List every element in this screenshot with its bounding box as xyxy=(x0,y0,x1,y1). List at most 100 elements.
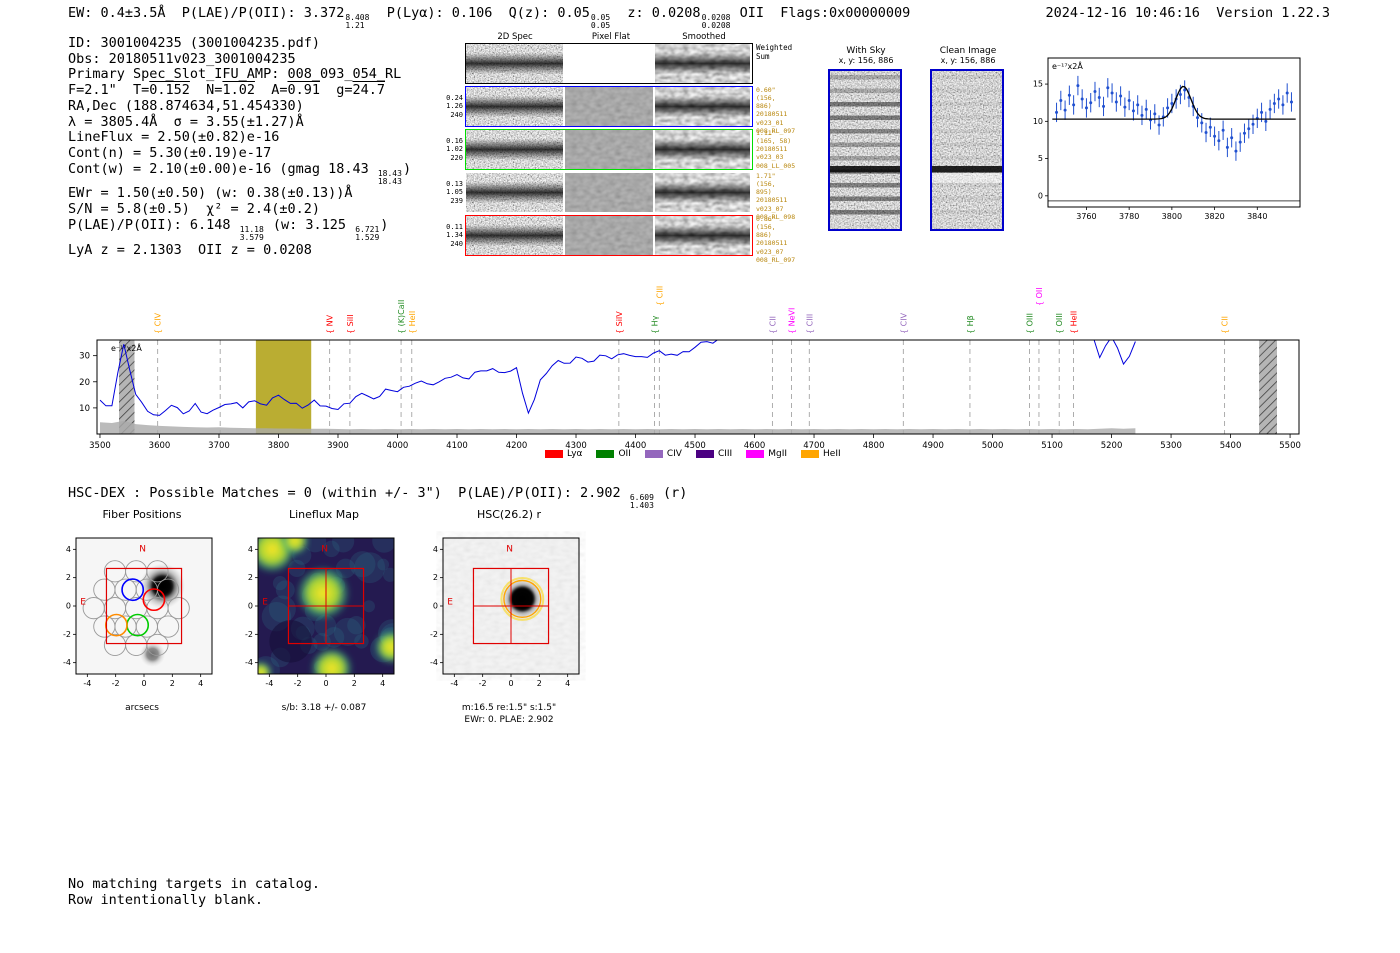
cutout-row-images xyxy=(465,215,753,256)
info-line: Obs: 20180511v023_3001004235 xyxy=(68,50,296,67)
svg-text:5: 5 xyxy=(1038,154,1043,163)
svg-text:2: 2 xyxy=(170,679,175,688)
cutout-row-annotation: 0.86" (156, 886) 20180511 v023_07 008_RL_097 xyxy=(756,215,796,264)
svg-text:2: 2 xyxy=(352,679,357,688)
svg-text:e⁻¹⁷x2Å: e⁻¹⁷x2Å xyxy=(1052,60,1083,71)
hsc-image-plot: N E -4 -4 -2 -2 0 0 2 2 4 4 xyxy=(430,537,580,688)
clean-image-image xyxy=(930,69,1004,231)
hsc-image-caption-1: m:16.5 re:1.5" s:1.5" xyxy=(461,703,557,713)
svg-text:4100: 4100 xyxy=(446,441,468,450)
cutout-grid: 2D Spec Pixel Flat Smoothed Weighted Sum 0… xyxy=(445,30,796,264)
header-stats-line: EW: 0.4±3.5Å P(LAE)/P(OII): 3.372 8.408 1.… xyxy=(68,5,911,31)
clean-image-coords: x, y: 156, 886 xyxy=(940,56,996,65)
legend-label: HeII xyxy=(823,449,841,459)
svg-text:4700: 4700 xyxy=(803,441,825,450)
detection-info-block: ID: 3001004235 (3001004235.pdf) Obs: 2018… xyxy=(68,35,411,258)
lineflux-map-panel: Lineflux Map N E -4 -4 -2 -2 0 0 2 2 4 4 s/b: 3.18 … xyxy=(222,508,408,714)
cutout-row: 0.13 1.05 239 1.71" (156, 895) 20180511 v023_0… xyxy=(445,172,796,221)
legend-label: OII xyxy=(618,449,631,459)
svg-text:4200: 4200 xyxy=(506,441,528,450)
cutout-cell-smooth xyxy=(655,216,750,255)
svg-text:-4: -4 xyxy=(83,679,91,688)
cutout-row-scale-labels: 0.16 1.02 220 xyxy=(446,136,463,162)
svg-text:3800: 3800 xyxy=(268,441,290,450)
svg-text:3500: 3500 xyxy=(89,441,111,450)
sup-sub-stack: 0.0208 0.0208 xyxy=(701,13,731,31)
svg-text:4: 4 xyxy=(66,545,71,554)
cutout-row-scale-labels: 0.11 1.34 240 xyxy=(446,222,463,248)
cutout-cell-flat xyxy=(565,44,653,83)
svg-text:3840: 3840 xyxy=(1247,212,1267,221)
svg-text:0: 0 xyxy=(508,679,513,688)
svg-text:{ (K)CaII: { (K)CaII xyxy=(397,300,406,334)
legend-item: Lyα xyxy=(545,449,582,459)
report-datetime: 2024-12-16 10:46:16 xyxy=(1045,5,1200,21)
cutout-cell-spec xyxy=(466,44,563,83)
info-line: EWr = 1.50(±0.50) (w: 0.38(±0.13))Å xyxy=(68,185,353,202)
info-line: Cont(n) = 5.30(±0.19)e-17 xyxy=(68,144,272,161)
cutout-cell-flat xyxy=(565,87,653,126)
svg-text:{ CIV: { CIV xyxy=(899,312,908,334)
cutout-row-annotation: Weighted Sum xyxy=(756,43,793,62)
svg-text:E: E xyxy=(80,598,86,608)
legend-swatch xyxy=(644,450,663,458)
hsc-image-title: HSC(26.2) r xyxy=(476,508,542,521)
cutout-cell-spec xyxy=(466,87,563,126)
legend-item: CIII xyxy=(695,449,733,459)
cutout-cell-smooth xyxy=(655,130,750,169)
sup-sub-stack: 6.609 1.403 xyxy=(629,493,654,511)
info-line: ID: 3001004235 (3001004235.pdf) xyxy=(68,35,320,51)
svg-text:3600: 3600 xyxy=(149,441,171,450)
svg-text:N: N xyxy=(321,544,328,554)
fiber-positions-panel: Fiber Positions N E -4 -4 -2 -2 0 0 2 2 4 4 arcsecs xyxy=(40,508,226,714)
legend-swatch xyxy=(596,450,615,458)
cutout-row-annotation: 1.11" (165, 58) 20180511 v023_03 008_LL_005 xyxy=(756,129,796,170)
svg-text:E: E xyxy=(447,598,453,608)
footer-note-2: Row intentionally blank. xyxy=(68,892,264,908)
svg-text:N: N xyxy=(506,544,513,554)
emission-line-fit-chart: 3760 3780 3800 3820 3840 0 5 10 15 e⁻¹⁷x2Å xyxy=(1033,57,1301,221)
svg-text:4000: 4000 xyxy=(387,441,409,450)
cutout-row-scale-labels: 0.13 1.05 239 xyxy=(446,179,463,205)
svg-text:e⁻¹⁷x2Å: e⁻¹⁷x2Å xyxy=(111,342,142,353)
svg-text:E: E xyxy=(262,598,268,608)
with-sky-panel: With Sky x, y: 156, 886 xyxy=(828,46,904,231)
cutout-row-scale-labels: 0.24 1.26 240 xyxy=(446,93,463,119)
fiber-positions-xlabel: arcsecs xyxy=(125,703,159,713)
footer-notes: No matching targets in catalog. Row inte… xyxy=(68,876,320,908)
svg-text:20: 20 xyxy=(79,378,90,388)
svg-text:-2: -2 xyxy=(430,630,438,639)
svg-text:4900: 4900 xyxy=(922,441,944,450)
sup-sub-stack: 11.18 3.579 xyxy=(239,224,264,243)
svg-text:30: 30 xyxy=(79,352,90,362)
cutout-row-images xyxy=(465,86,753,127)
svg-text:{ SiIV: { SiIV xyxy=(615,311,624,334)
svg-text:{ HeII: { HeII xyxy=(1069,311,1078,334)
svg-text:0: 0 xyxy=(323,679,328,688)
with-sky-coords: x, y: 156, 886 xyxy=(838,56,894,65)
cutout-cell-smooth xyxy=(655,173,750,212)
svg-text:-2: -2 xyxy=(245,630,253,639)
svg-text:5000: 5000 xyxy=(982,441,1004,450)
cutout-row-images xyxy=(465,43,753,84)
legend-label: CIII xyxy=(717,449,733,459)
svg-text:{ CIV: { CIV xyxy=(154,312,163,334)
svg-text:{ Hγ: { Hγ xyxy=(651,315,660,334)
clean-image-title: Clean Image xyxy=(939,46,997,56)
fiber-positions-title: Fiber Positions xyxy=(102,508,182,521)
hsc-dex-line: HSC-DEX : Possible Matches = 0 (within +… xyxy=(68,485,688,511)
legend-swatch xyxy=(801,450,820,458)
info-line: Primary Spec_Slot_IFU_AMP: 008_093_054_R… xyxy=(68,66,402,83)
cutout-row-annotation: 0.60" (156, 886) 20180511 v023_01 008_RL_097 xyxy=(756,86,796,135)
cutout-col-header-smoothed: Smoothed xyxy=(682,32,726,42)
cutout-row-annotation: 1.71" (156, 895) 20180511 v023_07 008_RL_098 xyxy=(756,172,796,221)
legend-item: HeII xyxy=(801,449,841,459)
info-line: λ = 3805.4Å σ = 3.55(±1.27)Å xyxy=(68,113,304,130)
svg-text:-4: -4 xyxy=(450,679,458,688)
svg-text:{ NeVI: { NeVI xyxy=(787,308,796,334)
legend-label: CIV xyxy=(666,449,682,459)
clean-image-panel: Clean Image x, y: 156, 886 xyxy=(930,46,1006,231)
hsc-image-caption-2: EWr: 0. PLAE: 2.902 xyxy=(464,715,554,725)
cutout-row-images xyxy=(465,172,753,213)
